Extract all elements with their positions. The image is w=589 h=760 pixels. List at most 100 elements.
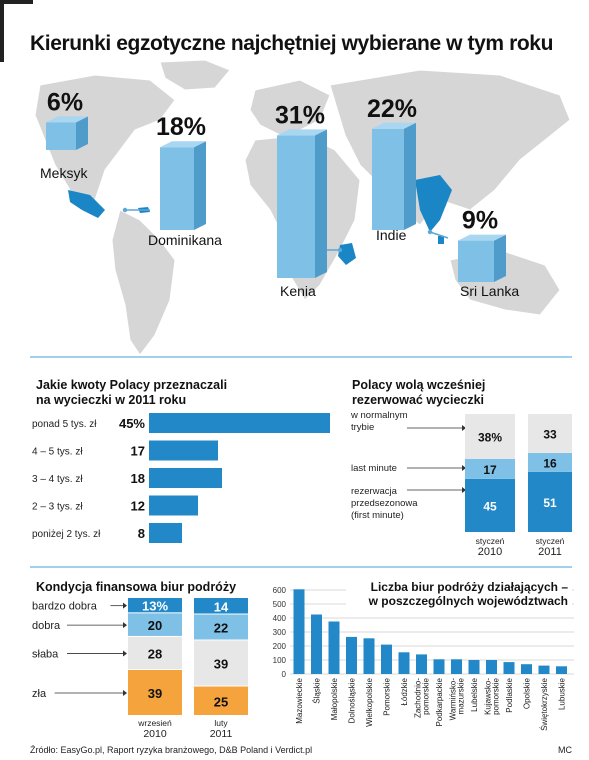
corner-rule-vertical bbox=[0, 0, 4, 62]
connector-line bbox=[429, 231, 449, 239]
column-value-label: 9% bbox=[462, 207, 498, 235]
booking-segment-label: 17 bbox=[483, 463, 497, 477]
source-note: Źródło: EasyGo.pl, Raport ryzyka branżow… bbox=[30, 745, 313, 755]
finance-segment bbox=[128, 598, 182, 613]
amount-category-label: 4 – 5 tys. zł bbox=[32, 447, 83, 458]
region-bar bbox=[293, 589, 305, 674]
booking-legend-label: w normalnym bbox=[350, 410, 408, 421]
booking-legend-arrow bbox=[462, 425, 466, 431]
author-credit: MC bbox=[558, 745, 572, 755]
section-divider bbox=[30, 566, 572, 568]
finance-segment bbox=[128, 613, 182, 636]
amount-bar bbox=[149, 495, 198, 516]
country-label: Sri Lanka bbox=[460, 283, 519, 299]
booking-legend-arrow bbox=[462, 487, 466, 493]
region-bar bbox=[433, 659, 445, 674]
region-x-label: pomorskie bbox=[492, 677, 501, 714]
booking-segment bbox=[465, 414, 515, 459]
region-x-label: Małopolskie bbox=[330, 677, 339, 720]
amount-bar bbox=[149, 523, 182, 543]
finance-arrow bbox=[123, 650, 127, 657]
region-x-label: Podlaskie bbox=[505, 677, 514, 712]
connector-dot bbox=[337, 247, 343, 253]
booking-x-label: 2010 bbox=[478, 546, 502, 558]
region-x-label: Wielkopolskie bbox=[365, 677, 374, 726]
srilanka-shape bbox=[438, 236, 444, 244]
amount-value-label: 17 bbox=[131, 444, 145, 459]
region-y-tick: 300 bbox=[273, 628, 287, 637]
region-x-label: Dolnośląskie bbox=[348, 677, 357, 723]
column-value-label: 22% bbox=[367, 95, 417, 123]
column-front bbox=[372, 128, 404, 230]
finance-segment-label: 22 bbox=[214, 621, 228, 636]
booking-x-label: styczeń bbox=[476, 536, 505, 546]
region-bar bbox=[556, 666, 567, 674]
booking-legend-label: (first minute) bbox=[351, 510, 404, 521]
booking-segment-label: 33 bbox=[543, 427, 557, 441]
finance-segment-label: 39 bbox=[148, 686, 162, 701]
continent-shape bbox=[329, 69, 571, 226]
finance-segment bbox=[194, 640, 248, 686]
region-bar bbox=[381, 644, 392, 674]
region-bar bbox=[363, 638, 375, 674]
finance-category-label: bardzo dobra bbox=[32, 601, 98, 613]
region-bar bbox=[486, 660, 497, 674]
finance-x-label: luty bbox=[214, 718, 228, 728]
column-front bbox=[277, 135, 315, 278]
booking-title: Polacy wolą wcześniej rezerwować wyciecz… bbox=[352, 378, 485, 408]
amount-category-label: 3 – 4 tys. zł bbox=[32, 474, 83, 485]
region-x-label: Lubuskie bbox=[558, 677, 567, 710]
region-bar bbox=[538, 665, 550, 674]
finance-segment bbox=[128, 669, 182, 715]
column-top bbox=[372, 122, 416, 129]
finance-x-label: 2010 bbox=[143, 728, 167, 740]
amount-value-label: 12 bbox=[131, 499, 145, 514]
column-side bbox=[494, 234, 506, 282]
finance-x-label: wrzesień bbox=[137, 718, 172, 728]
booking-title-line: rezerwować wycieczki bbox=[352, 393, 485, 407]
amount-value-label: 8 bbox=[138, 526, 145, 541]
column-top bbox=[46, 116, 88, 123]
india-shape bbox=[415, 175, 452, 232]
column-front bbox=[46, 122, 76, 150]
region-x-label: Pomorskie bbox=[383, 677, 392, 715]
country-label: Dominikana bbox=[148, 232, 222, 248]
region-x-label: Lubelskie bbox=[470, 677, 479, 711]
region-x-label: Podkarpackie bbox=[435, 677, 444, 726]
booking-legend-label: trybie bbox=[351, 422, 374, 433]
continent-shape bbox=[159, 60, 231, 91]
finance-segment bbox=[128, 636, 182, 669]
region-x-label: mazurskie bbox=[457, 677, 466, 714]
column-front bbox=[160, 147, 194, 230]
finance-category-label: zła bbox=[32, 688, 47, 700]
booking-segment bbox=[528, 471, 572, 532]
page-title: Kierunki egzotyczne najchętniej wybieran… bbox=[30, 32, 554, 55]
amount-category-label: poniżej 2 tys. zł bbox=[32, 529, 101, 540]
region-title-bg bbox=[346, 580, 572, 610]
finance-segment bbox=[194, 686, 248, 715]
finance-segment bbox=[194, 614, 248, 640]
kenya-shape bbox=[338, 243, 356, 265]
region-bar bbox=[416, 654, 427, 674]
regions-title-line: w poszczególnych województwach bbox=[368, 594, 568, 608]
column-front bbox=[458, 240, 494, 282]
finance-arrow bbox=[123, 602, 127, 609]
world-map-chart: 6% 18% 31% 22% 9% Meksyk Dominikana Kenia Indie S… bbox=[34, 60, 571, 356]
finance-segment-label: 13% bbox=[142, 599, 168, 614]
booking-legend-label: przedsezonowa bbox=[351, 498, 418, 509]
booking-legend-arrow bbox=[462, 465, 466, 471]
region-bar bbox=[451, 659, 462, 674]
region-x-label: Świętokrzyskie bbox=[540, 677, 549, 730]
finance-category-label: słaba bbox=[32, 648, 59, 660]
booking-segment bbox=[528, 414, 572, 453]
connector-dot bbox=[427, 229, 433, 235]
finance-category-label: dobra bbox=[32, 620, 61, 632]
region-bar bbox=[328, 621, 340, 674]
amount-category-label: 2 – 3 tys. zł bbox=[32, 502, 83, 513]
amounts-bar-chart: ponad 5 tys. zł 45% 4 – 5 tys. zł 17 3 – 4 t… bbox=[32, 413, 330, 543]
region-bar bbox=[398, 652, 410, 674]
region-y-tick: 0 bbox=[282, 670, 287, 679]
column-side bbox=[76, 116, 88, 150]
booking-x-label: 2011 bbox=[538, 546, 562, 558]
